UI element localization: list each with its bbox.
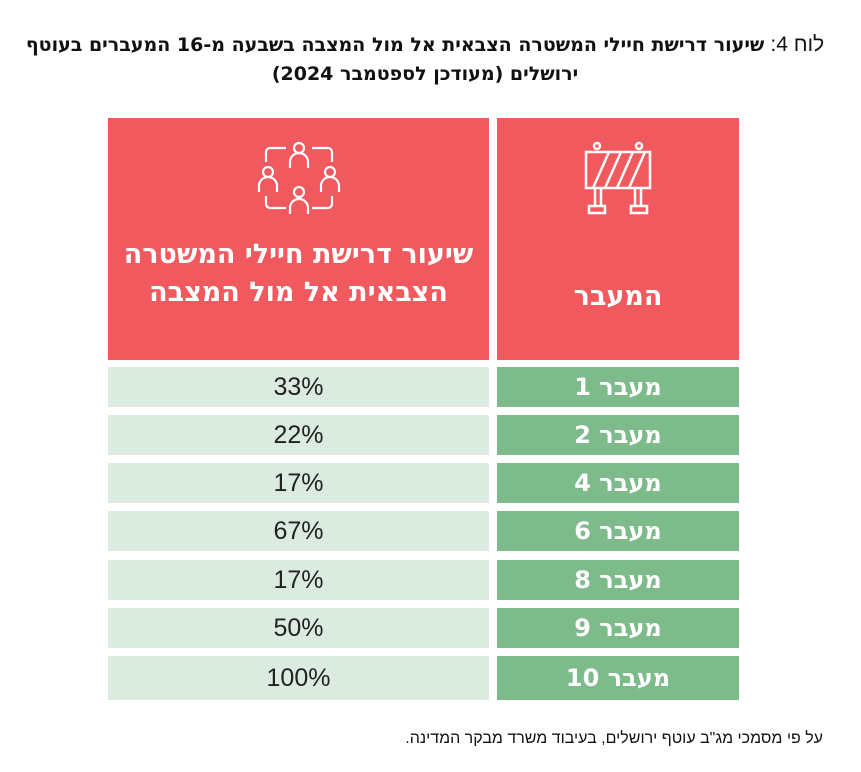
crossing-cell: מעבר 8	[497, 560, 739, 600]
table-row: מעבר 6 67%	[108, 511, 739, 551]
crossing-cell: מעבר 10	[497, 656, 739, 700]
crossing-cell: מעבר 9	[497, 608, 739, 648]
rate-cell: 33%	[108, 367, 489, 407]
source-footnote: על פי מסמכי מג"ב עוטף ירושלים, בעיבוד מש…	[405, 730, 823, 747]
people-network-icon	[257, 141, 340, 214]
header-label: המעבר	[573, 281, 663, 312]
table-row: מעבר 4 17%	[108, 463, 739, 503]
rate-cell: 22%	[108, 415, 489, 455]
crossing-cell: מעבר 1	[497, 367, 739, 407]
header-crossing: המעבר	[497, 118, 739, 360]
header-rate: שיעור דרישת חיילי המשטרה הצבאית אל מול ה…	[108, 118, 489, 360]
road-barrier-icon	[584, 141, 652, 215]
rate-cell: 17%	[108, 560, 489, 600]
rate-cell: 100%	[108, 656, 489, 700]
table-title: לוח 4: שיעור דרישת חיילי המשטרה הצבאית א…	[20, 30, 830, 89]
rate-cell: 17%	[108, 463, 489, 503]
crossing-cell: מעבר 4	[497, 463, 739, 503]
table-row: מעבר 1 33%	[108, 367, 739, 407]
crossing-cell: מעבר 2	[497, 415, 739, 455]
header-label: שיעור דרישת חיילי המשטרה הצבאית אל מול ה…	[123, 239, 474, 308]
table-caption: שיעור דרישת חיילי המשטרה הצבאית אל מול ה…	[25, 34, 765, 85]
table-row: מעבר 9 50%	[108, 608, 739, 648]
table-row: מעבר 10 100%	[108, 656, 739, 700]
table-number: לוח 4:	[770, 33, 825, 56]
rate-cell: 50%	[108, 608, 489, 648]
table-row: מעבר 2 22%	[108, 415, 739, 455]
rate-cell: 67%	[108, 511, 489, 551]
table-row: מעבר 8 17%	[108, 560, 739, 600]
crossing-cell: מעבר 6	[497, 511, 739, 551]
